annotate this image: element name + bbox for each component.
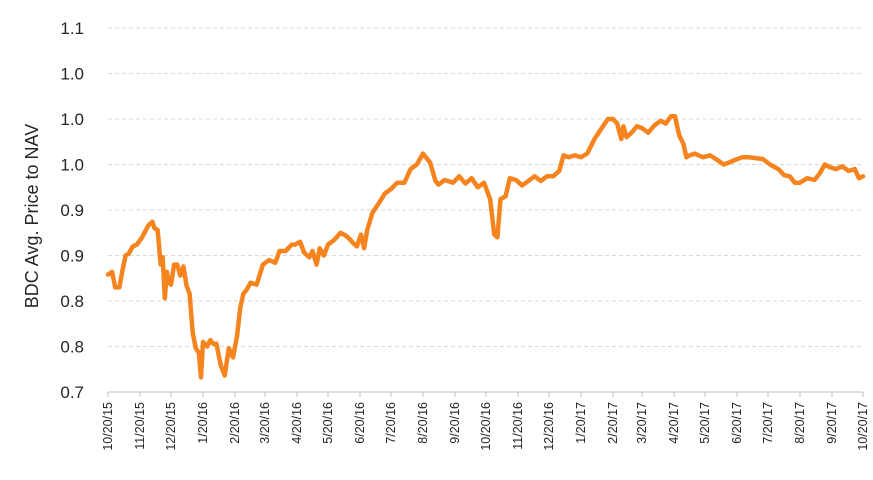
series-line — [105, 114, 866, 380]
x-tick-label: 2/20/17 — [606, 402, 620, 444]
x-tick-label: 9/20/16 — [448, 402, 462, 444]
x-tick-label: 11/20/16 — [511, 402, 525, 450]
x-tick-label: 1/20/16 — [196, 402, 210, 444]
x-tick-label: 3/20/16 — [258, 402, 272, 444]
x-tick-label: 12/20/16 — [542, 402, 556, 451]
y-tick-label: 1.0 — [60, 65, 84, 84]
y-tick-label: 1.1 — [60, 19, 84, 38]
x-tick-label: 11/20/15 — [133, 402, 147, 450]
y-tick-label: 0.7 — [60, 383, 84, 402]
x-tick-label: 12/20/15 — [164, 402, 178, 451]
x-tick-label: 10/20/17 — [856, 402, 870, 451]
x-tick-label: 4/20/17 — [667, 402, 681, 444]
x-tick-label: 10/20/15 — [101, 402, 115, 451]
x-tick-label: 3/20/17 — [635, 402, 649, 444]
x-tick-label: 5/20/17 — [698, 402, 712, 444]
y-tick-label: 1.0 — [60, 110, 84, 129]
x-tick-label: 9/20/17 — [825, 402, 839, 444]
y-tick-label: 1.0 — [60, 156, 84, 175]
y-tick-label: 0.9 — [60, 201, 84, 220]
x-tick-label: 7/20/17 — [761, 402, 775, 444]
x-tick-label: 6/20/16 — [353, 402, 367, 444]
x-tick-label: 7/20/16 — [384, 402, 398, 444]
y-axis-ticks: 0.7 0.8 0.8 0.9 0.9 1.0 1.0 1.0 1.1 — [60, 19, 84, 402]
series-layer — [105, 114, 866, 380]
x-tick-label: 8/20/17 — [793, 402, 807, 444]
x-tick-label: 8/20/16 — [416, 402, 430, 444]
x-tick-label: 2/20/16 — [228, 402, 242, 444]
y-tick-label: 0.9 — [60, 247, 84, 266]
y-tick-label: 0.8 — [60, 338, 84, 357]
x-tick-label: 4/20/16 — [290, 402, 304, 444]
x-tick-label: 10/20/16 — [479, 402, 493, 451]
x-tick-label: 1/20/17 — [574, 402, 588, 444]
x-axis-ticks: 10/20/15 11/20/15 12/20/15 1/20/16 2/20/16 3/… — [101, 392, 870, 451]
y-axis-label: BDC Avg. Price to NAV — [22, 124, 42, 308]
x-tick-label: 5/20/16 — [321, 402, 335, 444]
y-tick-label: 0.8 — [60, 292, 84, 311]
x-tick-label: 6/20/17 — [730, 402, 744, 444]
